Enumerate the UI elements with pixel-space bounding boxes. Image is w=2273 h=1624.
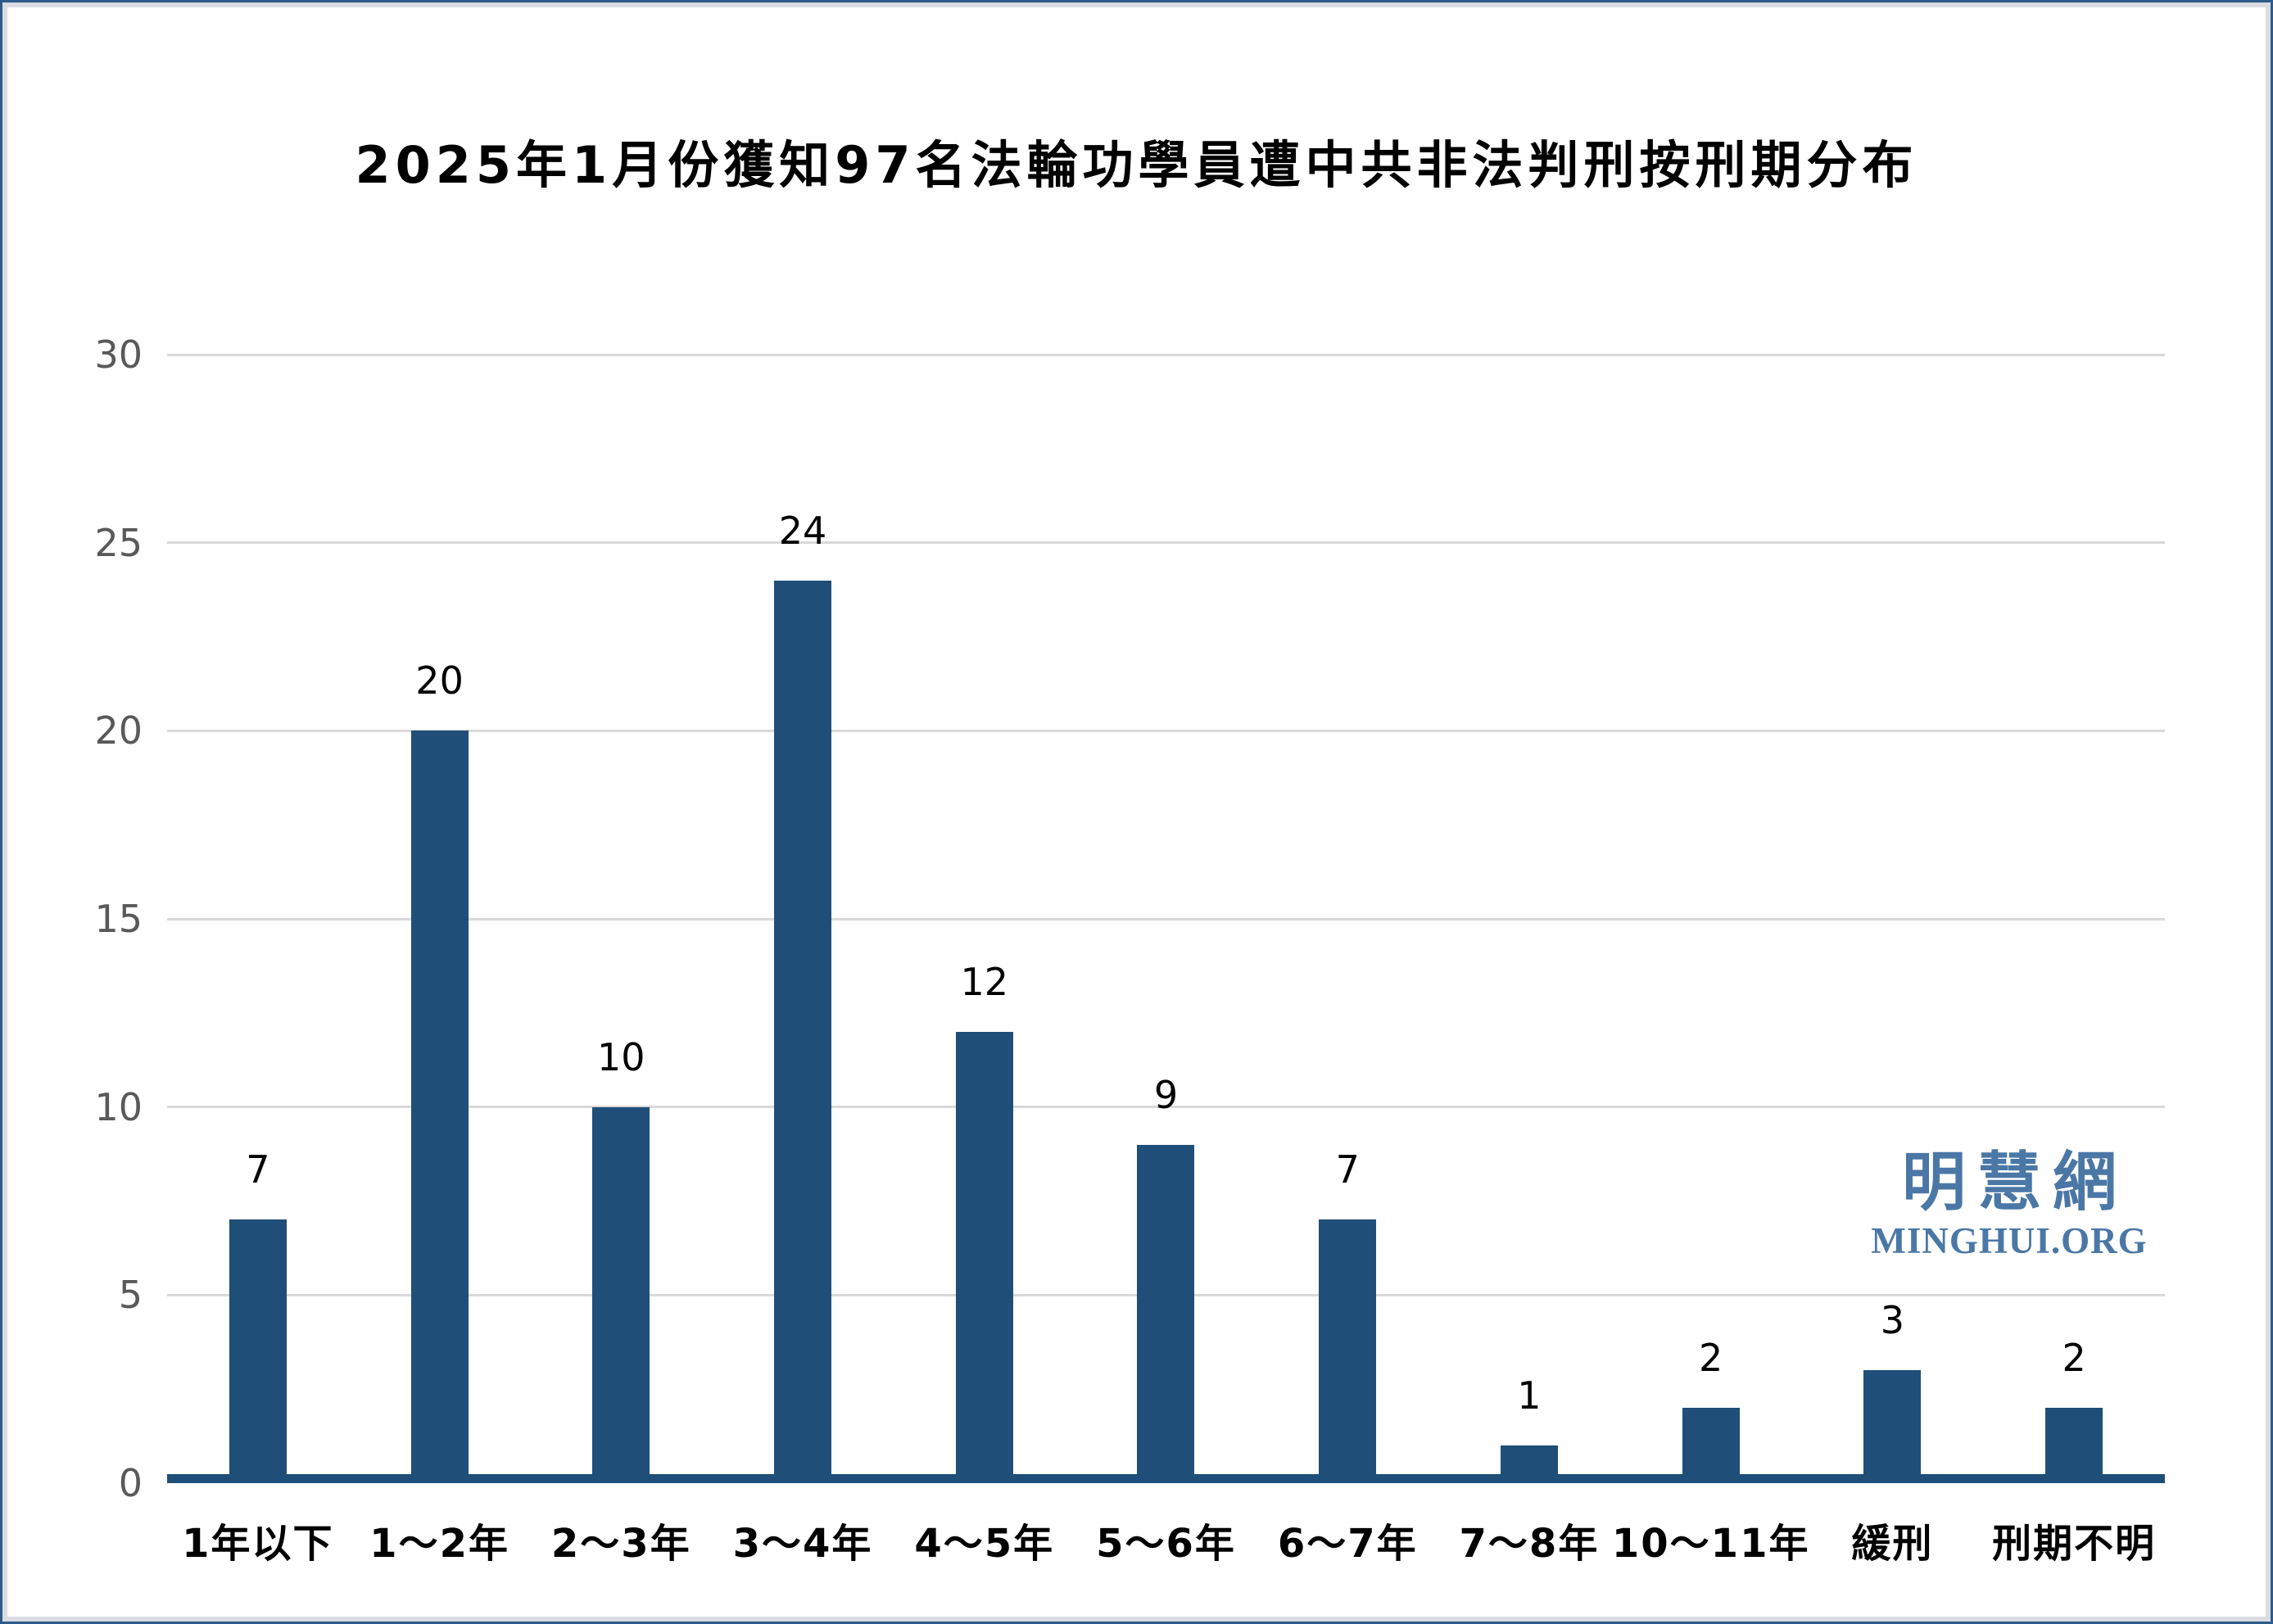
bar-value-label: 2 bbox=[2062, 1336, 2086, 1381]
x-axis-line bbox=[167, 1474, 2165, 1483]
bar-value-label: 10 bbox=[597, 1034, 645, 1079]
watermark-latin-text: MINGHUI.ORG bbox=[1871, 1220, 2148, 1261]
bar bbox=[1863, 1370, 1922, 1483]
x-axis-category-label: 1年以下 bbox=[182, 1521, 334, 1567]
y-axis-tick-label: 15 bbox=[94, 897, 143, 941]
minghui-watermark: 明慧網 MINGHUI.ORG bbox=[1862, 1151, 2157, 1260]
bar-group-2: 20 1～2年 bbox=[349, 355, 531, 1567]
bar-group-8: 1 7～8年 bbox=[1438, 355, 1620, 1567]
x-axis-category-label: 1～2年 bbox=[369, 1521, 509, 1567]
bar-value-label: 9 bbox=[1153, 1072, 1179, 1117]
bar-value-label: 1 bbox=[1517, 1373, 1542, 1418]
bar-value-label: 7 bbox=[1335, 1147, 1360, 1192]
bar-group-9: 2 10～11年 bbox=[1612, 355, 1809, 1567]
bar bbox=[955, 1031, 1013, 1483]
bar bbox=[592, 1106, 650, 1483]
y-axis-tick-label: 10 bbox=[94, 1084, 143, 1129]
bar bbox=[410, 731, 469, 1483]
bar-group-5: 12 4～5年 bbox=[894, 355, 1075, 1567]
x-axis-category-label: 10～11年 bbox=[1611, 1521, 1810, 1567]
bar-group-11: 2 刑期不明 bbox=[1983, 355, 2165, 1567]
y-axis-tick-label: 25 bbox=[94, 520, 143, 565]
bar-value-label: 3 bbox=[1880, 1298, 1905, 1343]
bar-value-label: 12 bbox=[960, 959, 1009, 1004]
gridline-y-25 bbox=[167, 541, 2165, 545]
bar-value-label: 2 bbox=[1699, 1336, 1723, 1381]
bar bbox=[1137, 1144, 1195, 1483]
x-axis-category-label: 緩刑 bbox=[1851, 1521, 1934, 1567]
x-axis-category-label: 7～8年 bbox=[1459, 1521, 1600, 1567]
bar-value-label: 7 bbox=[246, 1147, 270, 1192]
x-axis-category-label: 刑期不明 bbox=[1992, 1521, 2157, 1567]
bar bbox=[229, 1219, 287, 1483]
bar-group-10: 3 緩刑 bbox=[1802, 355, 1984, 1567]
x-axis-category-label: 5～6年 bbox=[1096, 1521, 1236, 1567]
y-axis-tick-label: 0 bbox=[118, 1461, 143, 1505]
bar-group-3: 10 2～3年 bbox=[530, 355, 712, 1567]
watermark-cjk-text: 明慧網 bbox=[1901, 1146, 2128, 1219]
chart-title: 2025年1月份獲知97名法輪功學員遭中共非法判刑按刑期分布 bbox=[355, 135, 1918, 195]
bar bbox=[774, 580, 832, 1483]
x-axis-category-label: 6～7年 bbox=[1277, 1521, 1418, 1567]
x-axis-category-label: 4～5年 bbox=[914, 1521, 1055, 1567]
gridline-y-15 bbox=[167, 917, 2165, 921]
bar-value-label: 20 bbox=[415, 658, 464, 703]
y-axis-tick-label: 20 bbox=[94, 708, 143, 753]
gridline-y-30 bbox=[167, 353, 2165, 356]
y-axis-tick-label: 5 bbox=[118, 1273, 143, 1318]
bar bbox=[1682, 1408, 1740, 1483]
bar bbox=[1319, 1219, 1377, 1483]
plot-area: 0 5 10 15 20 25 30 7 1年以下 20 1～2年 10 2～3年 24 3～4年 12 4～5… bbox=[94, 336, 2165, 1567]
x-axis-category-label: 3～4年 bbox=[732, 1521, 873, 1567]
bar-group-6: 9 5～6年 bbox=[1075, 355, 1257, 1567]
bar-group-7: 7 6～7年 bbox=[1256, 355, 1438, 1567]
bar-group-1: 7 1年以下 bbox=[167, 355, 349, 1567]
gridline-y-10 bbox=[167, 1106, 2165, 1109]
bar-value-label: 24 bbox=[778, 508, 827, 553]
x-axis-category-label: 2～3年 bbox=[550, 1521, 691, 1567]
gridline-y-20 bbox=[167, 729, 2165, 732]
bar-group-4: 24 3～4年 bbox=[712, 355, 894, 1567]
bar bbox=[2045, 1408, 2103, 1483]
y-axis-tick-label: 30 bbox=[94, 332, 143, 377]
